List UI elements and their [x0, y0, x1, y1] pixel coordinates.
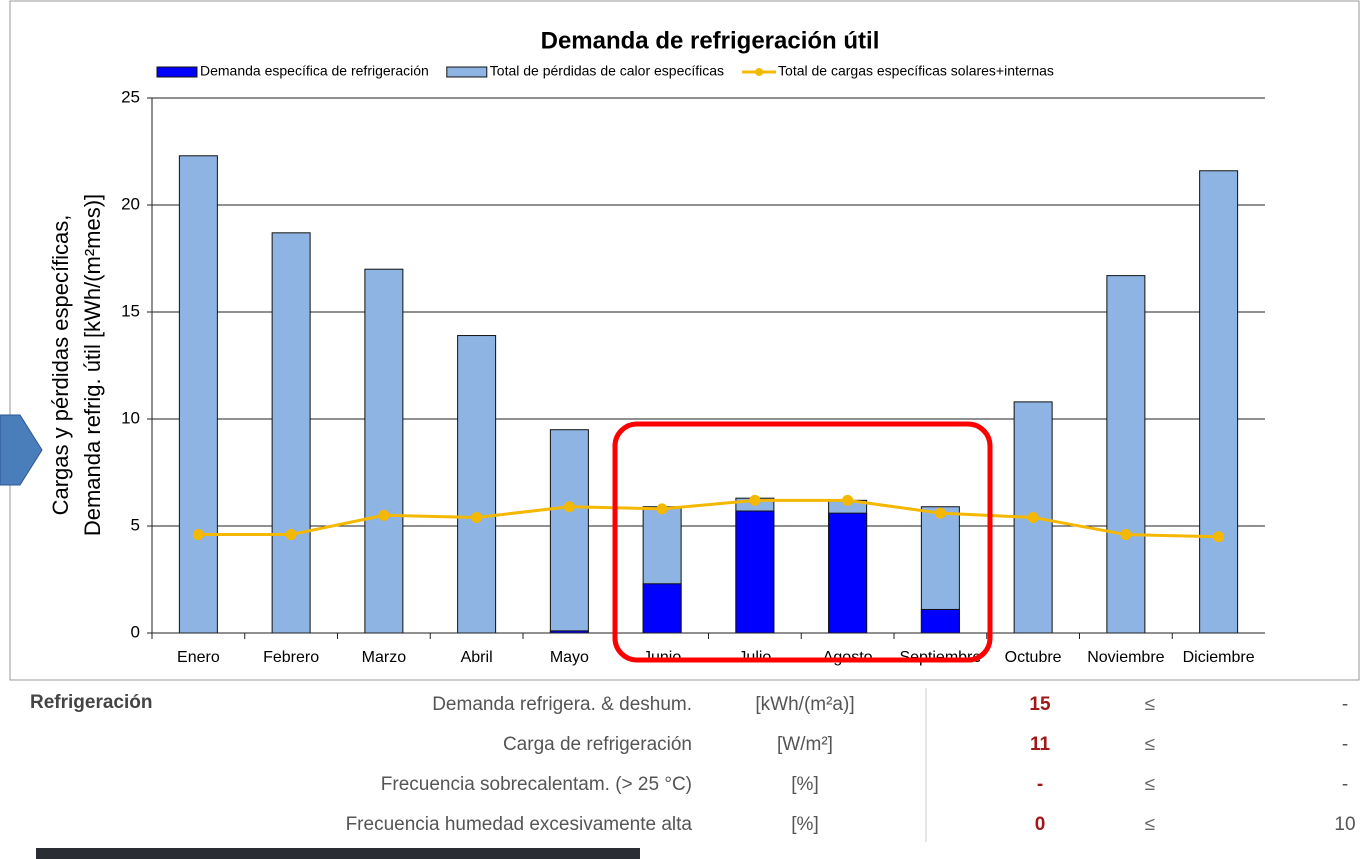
bar [1107, 276, 1145, 633]
x-tick-label: Marzo [362, 649, 407, 666]
table-cell: 11 [1030, 734, 1051, 755]
table-cell: Carga de refrigeración [503, 734, 692, 755]
marker [1120, 529, 1131, 540]
table: Demanda refrigera. & deshum. [kWh/(m²a)] 1… [346, 694, 1356, 835]
marker [935, 508, 946, 519]
x-tick-label: Enero [177, 649, 220, 666]
bar [921, 609, 959, 633]
table-cell: Demanda refrigera. & deshum. [432, 694, 692, 715]
y-tick-label: 5 [131, 515, 140, 534]
bar [272, 233, 310, 633]
x-tick-label: Febrero [263, 649, 319, 666]
bar [179, 156, 217, 633]
table-cell: [%] [791, 774, 818, 795]
bar [736, 511, 774, 633]
marker [564, 501, 575, 512]
y-tick-label: 25 [121, 87, 140, 106]
y-tick-label: 20 [121, 194, 140, 213]
bar [1200, 171, 1238, 633]
table-cell: [%] [791, 814, 818, 835]
x-tick-label: Diciembre [1183, 649, 1255, 666]
marker [842, 495, 853, 506]
chart-title: Demanda de refrigeración útil [541, 27, 880, 54]
table-cell: - [1342, 774, 1348, 795]
marker [657, 503, 668, 514]
table-cell: Frecuencia humedad excesivamente alta [346, 814, 693, 835]
table-cell: ≤ [1145, 814, 1155, 835]
marker [378, 510, 389, 521]
table-cell: Frecuencia sobrecalentam. (> 25 °C) [381, 774, 692, 795]
y-tick-label: 10 [121, 408, 140, 427]
page: Demanda de refrigeración útil Cargas y p… [0, 0, 1364, 859]
table-cell: ≤ [1145, 774, 1155, 795]
marker [471, 512, 482, 523]
y-label-line: Demanda refrig. útil [kWh/(m²mes)] [80, 194, 105, 536]
y-tick-label: 0 [131, 622, 140, 641]
table-cell: 15 [1029, 694, 1051, 715]
bar [365, 269, 403, 633]
table-cell: ≤ [1145, 694, 1155, 715]
table-cell: ≤ [1145, 734, 1155, 755]
table-section: Refrigeración [30, 692, 152, 713]
legend-label: Demanda específica de refrigeración [200, 63, 429, 79]
y-tick-label: 15 [121, 301, 140, 320]
bar [550, 430, 588, 633]
x-tick-label: Octubre [1005, 649, 1062, 666]
table-cell: - [1342, 694, 1348, 715]
table-cell: [kWh/(m²a)] [755, 694, 854, 715]
marker [1213, 531, 1224, 542]
table-cell: 0 [1035, 814, 1046, 835]
bar [643, 584, 681, 633]
x-tick-label: Mayo [550, 649, 589, 666]
legend-marker [755, 68, 763, 76]
table-cell: 10 [1334, 814, 1355, 835]
table-cell: - [1342, 734, 1348, 755]
table-cell: [W/m²] [777, 734, 833, 755]
legend-swatch [157, 67, 197, 77]
bar [829, 513, 867, 633]
marker [286, 529, 297, 540]
marker [1028, 512, 1039, 523]
bar [458, 336, 496, 633]
legend-swatch [447, 67, 487, 77]
image-strip [36, 848, 640, 859]
marker [193, 529, 204, 540]
x-tick-label: Abril [461, 649, 493, 666]
legend-label: Total de pérdidas de calor específicas [490, 63, 724, 79]
marker [749, 495, 760, 506]
table-cell: - [1037, 774, 1043, 795]
y-label-line: Cargas y pérdidas específicas, [48, 215, 73, 516]
legend-label: Total de cargas específicas solares+inte… [778, 63, 1054, 79]
x-tick-label: Noviembre [1087, 649, 1164, 666]
